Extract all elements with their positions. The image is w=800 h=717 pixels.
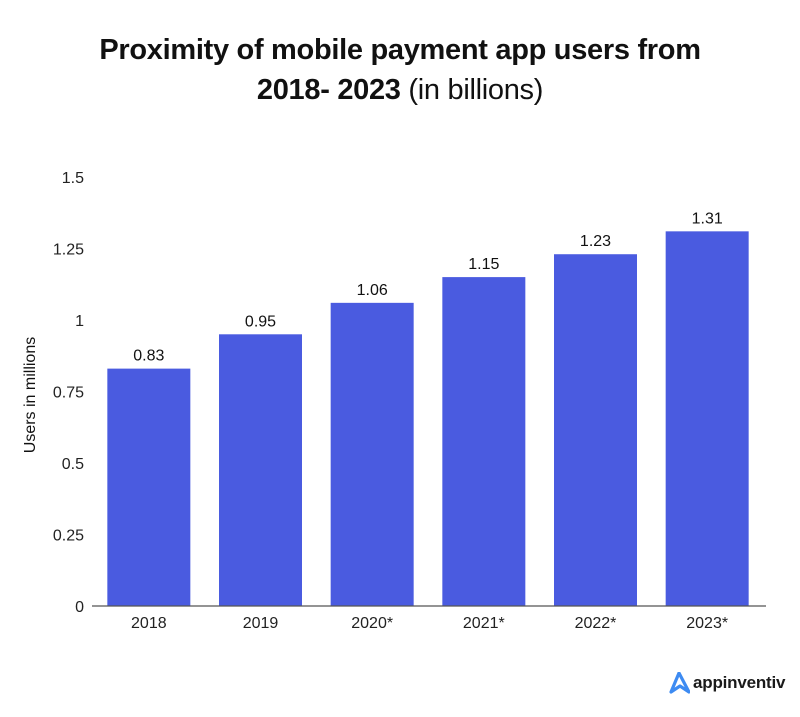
x-tick-label: 2020* xyxy=(351,615,393,632)
y-axis-label: Users in millions xyxy=(22,337,39,453)
y-tick-label: 0 xyxy=(75,599,84,616)
data-label: 0.95 xyxy=(245,313,276,330)
y-tick-label: 1.5 xyxy=(62,170,84,187)
x-tick-label: 2021* xyxy=(463,615,505,632)
appinventiv-logo: appinventiv xyxy=(668,672,785,694)
y-axis-ticks: 0 0.25 0.5 0.75 1 1.25 1.5 xyxy=(53,170,84,616)
title-line-2: 2018- 2023 (in billions) xyxy=(0,70,800,110)
bar-2022 xyxy=(554,254,637,606)
y-tick-label: 0.75 xyxy=(53,385,84,402)
bar-2023 xyxy=(665,231,749,606)
x-tick-label: 2022* xyxy=(575,615,617,632)
x-tick-label: 2018 xyxy=(131,615,167,632)
logo-mark-icon xyxy=(669,672,690,694)
data-label: 1.15 xyxy=(468,256,499,273)
bar-2018 xyxy=(107,368,191,606)
title-line-1: Proximity of mobile payment app users fr… xyxy=(99,34,701,66)
data-label: 1.23 xyxy=(580,233,611,250)
logo-text: appinventiv xyxy=(693,673,786,692)
y-tick-label: 1.25 xyxy=(53,242,84,259)
data-labels: 0.83 0.95 1.06 1.15 1.23 1.31 xyxy=(133,210,723,364)
title-years: 2018- 2023 xyxy=(256,74,401,106)
y-tick-label: 1 xyxy=(75,313,84,330)
y-tick-label: 0.25 xyxy=(53,528,84,545)
data-label: 0.83 xyxy=(133,348,164,365)
data-label: 1.31 xyxy=(692,210,723,227)
x-axis-ticks: 2018 2019 2020* 2021* 2022* 2023* xyxy=(131,615,728,632)
y-tick-label: 0.5 xyxy=(62,456,84,473)
title-unit: (in billions) xyxy=(408,74,544,106)
bar-2019 xyxy=(219,334,302,606)
x-tick-label: 2023* xyxy=(686,615,728,632)
bar-2021 xyxy=(442,277,526,606)
bar-2020 xyxy=(330,302,414,606)
x-tick-label: 2019 xyxy=(243,615,279,632)
data-label: 1.06 xyxy=(357,282,388,299)
bars xyxy=(107,231,749,606)
chart-title: Proximity of mobile payment app users fr… xyxy=(0,30,800,110)
